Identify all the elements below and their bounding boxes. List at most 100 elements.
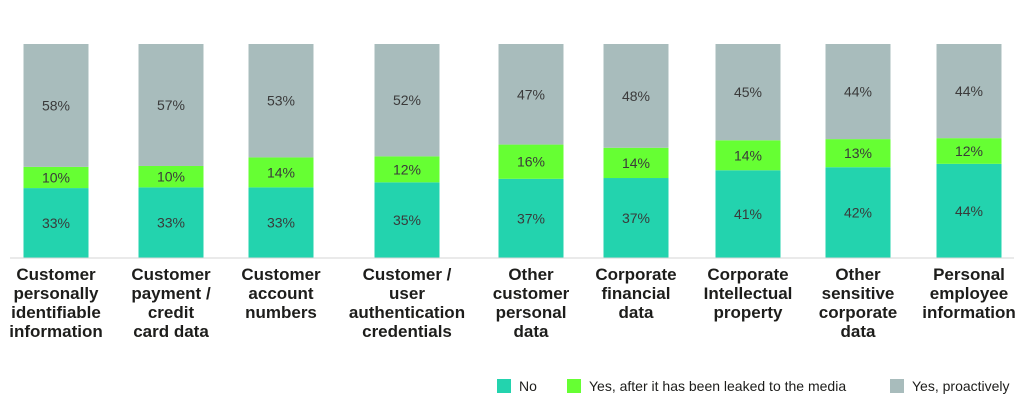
category-label-line: numbers (245, 303, 317, 322)
bar-segment-proactive (23, 44, 89, 167)
category-label-line: information (9, 322, 103, 341)
category-label: Customer personally identifiable informatio… (9, 265, 103, 341)
category-label-line: personally (13, 284, 99, 303)
bar-segment-leaked (248, 157, 314, 188)
category-label-line: Customer / (363, 265, 452, 284)
legend-item-no: No (497, 376, 537, 396)
bar-segment-no (936, 163, 1002, 258)
legend-item-leaked: Yes, after it has been leaked to the med… (567, 376, 846, 396)
bar-segment-proactive (498, 44, 564, 145)
bar-segment-proactive (936, 44, 1002, 139)
bar-segment-proactive (825, 44, 891, 140)
category-label: Customer payment / credit card data (131, 265, 211, 341)
data-label-no: 33% (157, 215, 185, 231)
category-label-line: Other (508, 265, 554, 284)
legend-swatch-proactive (890, 379, 904, 393)
data-label-leaked: 12% (955, 143, 983, 159)
data-label-proactive: 48% (622, 88, 650, 104)
category-label-line: authentication (349, 303, 465, 322)
category-label-line: Customer (241, 265, 321, 284)
category-label-line: Corporate (707, 265, 788, 284)
bar-segment-leaked (23, 166, 89, 189)
legend-label-no: No (519, 378, 537, 394)
bar-segment-no (498, 178, 564, 258)
legend-swatch-no (497, 379, 511, 393)
data-label-leaked: 10% (157, 169, 185, 185)
category-label-line: payment / (131, 284, 211, 303)
category-label-line: information (922, 303, 1016, 322)
bar-segment-proactive (248, 44, 314, 158)
category-label-line: data (619, 303, 655, 322)
bar-segment-leaked (498, 144, 564, 179)
category-label: Personal employee information (922, 265, 1016, 322)
data-label-leaked: 14% (622, 155, 650, 171)
bar-segment-leaked (138, 165, 204, 188)
category-label-line: data (841, 322, 877, 341)
category-label-line: Corporate (595, 265, 676, 284)
bar-segment-proactive (374, 44, 440, 157)
legend-label-leaked: Yes, after it has been leaked to the med… (589, 378, 847, 394)
data-label-no: 37% (622, 210, 650, 226)
category-label-line: credentials (362, 322, 452, 341)
category-label-line: card data (133, 322, 209, 341)
category-label-line: Customer (16, 265, 96, 284)
category-label: Other customer personal data (493, 265, 570, 341)
category-label: Corporate financial data (595, 265, 676, 322)
category-label-line: credit (148, 303, 195, 322)
category-label-line: Intellectual (704, 284, 793, 303)
category-label-line: data (514, 322, 550, 341)
bar-segment-no (248, 187, 314, 258)
legend-swatch-leaked (567, 379, 581, 393)
bars-group: 33% 10% 58% 33% 10% 57% 33% 14% 53% 35% 12% 52% 37% 1… (23, 44, 1002, 258)
data-label-proactive: 58% (42, 97, 70, 113)
bar-segment-no (138, 187, 204, 258)
bar-segment-no (715, 170, 781, 258)
bar-segment-leaked (603, 147, 669, 179)
data-label-proactive: 44% (955, 83, 983, 99)
bar-segment-proactive (138, 44, 204, 166)
bar-segment-leaked (374, 156, 440, 183)
category-label-line: sensitive (822, 284, 895, 303)
data-label-no: 33% (267, 215, 295, 231)
legend-label-proactive: Yes, proactively (912, 378, 1010, 394)
category-label-line: property (714, 303, 784, 322)
data-label-proactive: 44% (844, 84, 872, 100)
category-label-line: account (248, 284, 314, 303)
category-label: Customer / user authentication credentials (349, 265, 465, 341)
data-label-no: 35% (393, 212, 421, 228)
data-label-leaked: 14% (734, 147, 762, 163)
bar-segment-no (603, 178, 669, 258)
category-label: Customer account numbers (241, 265, 321, 322)
bar-segment-proactive (603, 44, 669, 148)
category-label-line: Customer (131, 265, 211, 284)
category-label-line: customer (493, 284, 570, 303)
category-label-line: Other (835, 265, 881, 284)
data-label-leaked: 13% (844, 145, 872, 161)
category-label-line: user (389, 284, 425, 303)
data-label-no: 41% (734, 206, 762, 222)
category-label-line: identifiable (11, 303, 101, 322)
category-label-line: employee (930, 284, 1008, 303)
data-label-leaked: 16% (517, 154, 545, 170)
category-label: Corporate Intellectual property (704, 265, 793, 322)
bar-segment-leaked (936, 138, 1002, 164)
data-label-no: 37% (517, 210, 545, 226)
category-label-line: financial (602, 284, 671, 303)
bar-segment-proactive (715, 44, 781, 141)
category-label-line: Personal (933, 265, 1005, 284)
data-label-no: 33% (42, 215, 70, 231)
data-label-leaked: 10% (42, 169, 70, 185)
category-label-line: personal (496, 303, 567, 322)
category-label: Other sensitive corporate data (819, 265, 897, 341)
bar-segment-no (23, 188, 89, 258)
category-label-line: corporate (819, 303, 897, 322)
bar-segment-leaked (825, 139, 891, 168)
data-label-no: 44% (955, 203, 983, 219)
data-label-proactive: 57% (157, 97, 185, 113)
data-label-proactive: 53% (267, 93, 295, 109)
bar-segment-no (825, 167, 891, 258)
data-label-proactive: 47% (517, 86, 545, 102)
data-label-proactive: 52% (393, 92, 421, 108)
data-label-proactive: 45% (734, 84, 762, 100)
